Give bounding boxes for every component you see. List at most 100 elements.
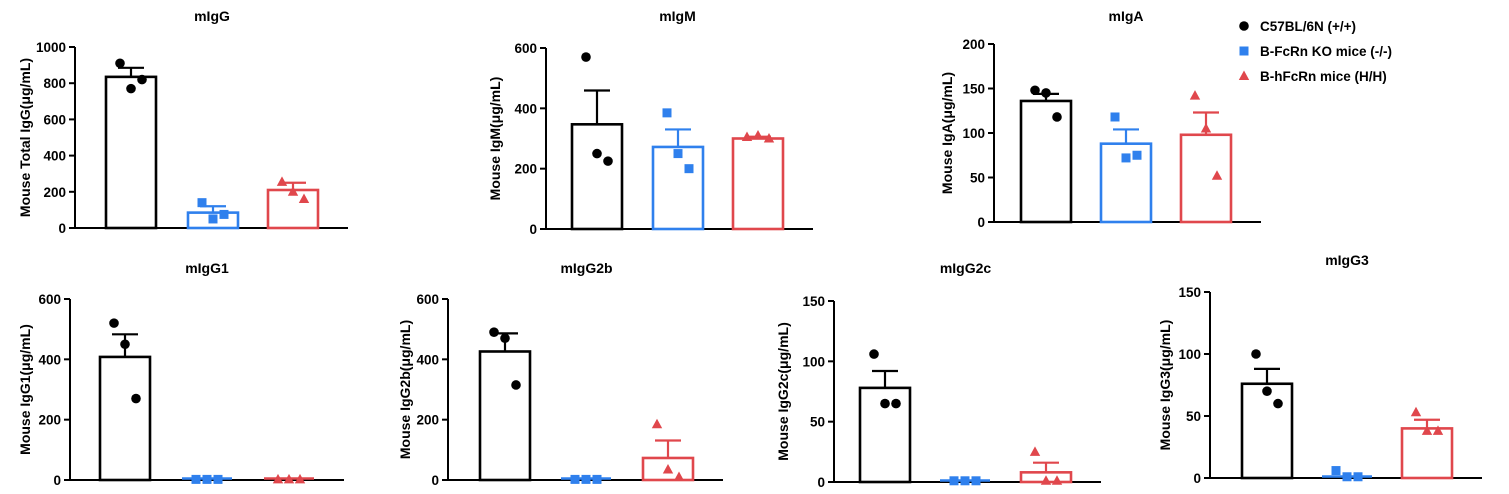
panel-3-tick-label-3: 600 — [38, 292, 61, 307]
panel-5-point-1-0 — [949, 476, 959, 486]
panel-4-bar-0 — [478, 350, 532, 482]
panel-1-point-1-0 — [662, 108, 672, 118]
panel-1-tick-label-2: 400 — [514, 101, 537, 116]
panel-6-point-0-0 — [1251, 349, 1261, 359]
legend-marker-2 — [1238, 70, 1250, 80]
panel-6-bar-0 — [1240, 382, 1294, 480]
panel-1-point-0-0 — [581, 52, 591, 62]
panel-0-point-0-0 — [115, 58, 125, 69]
panel-2-tick-label-3: 150 — [962, 82, 985, 97]
panel-4-title: mIgG2b — [560, 260, 612, 276]
panel-6-point-0-1 — [1262, 386, 1272, 397]
panel-1-point-2-0 — [741, 131, 753, 141]
panel-1-bar-1 — [651, 145, 705, 231]
panel-4-tick-label-3: 600 — [416, 292, 439, 307]
panel-0-ylabel: Mouse Total IgG(μg/mL) — [17, 58, 33, 217]
panel-4-ylabel: Mouse IgG2b(μg/mL) — [397, 320, 413, 459]
panel-4-point-2-1 — [662, 463, 674, 474]
panel-2-point-2-1 — [1200, 123, 1212, 133]
panel-0-tick-label-2: 400 — [43, 149, 66, 164]
panel-2-point-0-1 — [1041, 88, 1051, 98]
panel-1-point-0-1 — [592, 148, 602, 159]
panel-3-point-2-1 — [283, 473, 295, 484]
panel-0-point-1-2 — [219, 209, 229, 219]
panel-3-tick-label-2: 400 — [38, 352, 61, 367]
legend-marker-1 — [1239, 46, 1249, 56]
panel-2-point-2-2 — [1211, 170, 1223, 180]
panel-2-point-1-2 — [1132, 150, 1142, 160]
panel-2-bar-0 — [1019, 99, 1073, 224]
panel-2-point-1-1 — [1121, 153, 1131, 163]
legend-label-0: C57BL/6N (+/+) — [1260, 19, 1356, 34]
panel-6-ylabel: Mouse IgG3(μg/mL) — [1157, 320, 1173, 451]
panel-2-tick-label-4: 200 — [962, 37, 985, 52]
panel-6-point-2-2 — [1432, 425, 1444, 435]
panel-0-point-2-2 — [298, 193, 310, 204]
panel-1-tick-label-0: 0 — [529, 222, 537, 237]
legend-label-2: B-hFcRn mice (H/H) — [1260, 69, 1387, 84]
panel-5-tick-label-2: 100 — [802, 354, 825, 369]
panel-3-point-2-2 — [294, 473, 306, 484]
panel-4-tick-label-1: 200 — [416, 413, 439, 428]
panel-1-title: mIgM — [659, 8, 696, 24]
panel-6-tick-label-3: 150 — [1178, 285, 1201, 300]
panel-0-point-0-1 — [126, 83, 136, 94]
panel-1-bar-0 — [570, 123, 624, 231]
panel-0-tick-label-3: 600 — [43, 112, 66, 127]
panel-4-point-2-0 — [651, 418, 663, 429]
panel-5-point-0-0 — [869, 349, 879, 359]
panel-3-bar-0 — [98, 355, 152, 482]
panel-5-point-0-1 — [880, 398, 890, 409]
panel-6-point-0-2 — [1273, 398, 1283, 409]
panel-6-point-1-0 — [1331, 466, 1341, 476]
panel-3-tick-label-1: 200 — [38, 413, 61, 428]
panel-2-tick-label-0: 0 — [977, 215, 985, 230]
panel-4-point-0-2 — [511, 380, 521, 390]
panel-6-tick-label-0: 0 — [1193, 471, 1201, 486]
panel-6-point-1-2 — [1353, 472, 1363, 482]
panel-1-bar-2 — [731, 137, 785, 231]
panel-6-point-1-1 — [1342, 472, 1352, 482]
panel-4-point-1-0 — [570, 474, 580, 484]
panel-5-tick-label-1: 50 — [810, 415, 825, 430]
panel-4-tick-label-2: 400 — [416, 352, 439, 367]
panel-2-tick-label-2: 100 — [962, 126, 985, 141]
panel-4-point-0-0 — [489, 327, 499, 337]
panel-0-point-2-1 — [287, 186, 299, 196]
panel-3-title: mIgG1 — [185, 260, 229, 276]
panel-4-tick-label-0: 0 — [431, 473, 439, 488]
panel-4-point-2-2 — [673, 471, 685, 481]
panel-3-point-0-0 — [109, 318, 119, 328]
panel-2-point-1-0 — [1110, 112, 1120, 122]
panel-1-point-1-1 — [673, 149, 683, 159]
panel-5-tick-label-3: 150 — [802, 294, 825, 309]
panel-0-tick-label-0: 0 — [58, 221, 66, 236]
panel-0-tick-label-4: 800 — [43, 76, 66, 91]
panel-6-title: mIgG3 — [1325, 252, 1369, 268]
panel-3-point-1-0 — [191, 474, 201, 484]
panel-5-point-1-1 — [960, 476, 970, 486]
panel-3-point-0-1 — [120, 339, 130, 350]
panel-5-point-2-2 — [1051, 475, 1063, 485]
panel-2-tick-label-1: 50 — [970, 171, 985, 186]
panel-0-point-2-0 — [276, 176, 288, 186]
panel-3-point-1-1 — [202, 474, 212, 484]
panel-0-tick-label-1: 200 — [43, 185, 66, 200]
panel-2-title: mIgA — [1109, 8, 1144, 24]
panel-4-point-0-1 — [500, 333, 510, 344]
panel-1-point-2-2 — [763, 133, 775, 143]
panel-2-bar-2 — [1179, 133, 1233, 224]
panel-6-tick-label-1: 50 — [1186, 409, 1201, 424]
panel-4-point-1-2 — [592, 474, 602, 484]
panel-1-point-1-2 — [684, 164, 694, 174]
panel-0-point-0-2 — [137, 74, 147, 85]
panel-5-tick-label-0: 0 — [817, 475, 825, 489]
panel-4-point-1-1 — [581, 474, 591, 484]
panel-6-bar-2 — [1400, 427, 1454, 480]
panel-0-tick-label-5: 1000 — [36, 40, 66, 55]
panel-6-tick-label-2: 100 — [1178, 347, 1201, 362]
panel-1-ylabel: Mouse IgM(μg/mL) — [487, 77, 503, 201]
panel-5-point-0-2 — [891, 398, 901, 409]
